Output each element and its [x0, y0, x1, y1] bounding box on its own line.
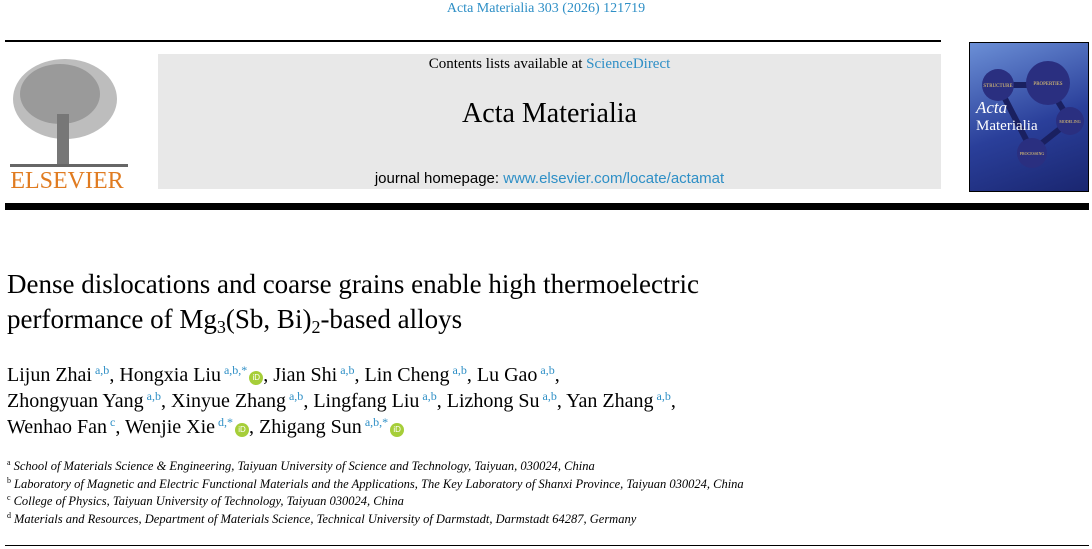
author-separator: , [303, 390, 314, 412]
homepage-line: journal homepage: www.elsevier.com/locat… [158, 170, 941, 187]
author-name[interactable]: Lu Gao [476, 364, 538, 386]
affiliation: a School of Materials Science & Engineeri… [7, 458, 744, 476]
cover-node-label: MODELING [1059, 119, 1080, 124]
author-name[interactable]: Wenhao Fan [7, 416, 108, 438]
cover-title: Materialia [976, 118, 1038, 134]
header-bar [5, 203, 1089, 210]
affiliation-marker[interactable]: a,b,* [223, 363, 248, 377]
title-text: -based alloys [320, 304, 463, 334]
author[interactable]: Jian Shi a,b, [273, 364, 364, 386]
affiliation-text: Materials and Resources, Department of M… [14, 511, 637, 526]
contents-line: Contents lists available at ScienceDirec… [158, 56, 941, 73]
affiliation-marker[interactable]: a,b [94, 363, 110, 377]
author-separator: , [354, 364, 365, 386]
author[interactable]: Lu Gao a,b, [477, 364, 560, 386]
author-name[interactable]: Lin Cheng [364, 364, 450, 386]
affiliation: c College of Physics, Taiyuan University … [7, 493, 744, 511]
author-name[interactable]: Zhongyuan Yang [7, 390, 144, 412]
author-separator: , [249, 416, 260, 438]
author[interactable]: Wenjie Xie d,*iD, [125, 416, 259, 438]
author-name[interactable]: Lijun Zhai [7, 364, 92, 386]
affiliation-key: d [7, 510, 11, 520]
homepage-prefix: journal homepage: [374, 170, 504, 187]
orcid-icon[interactable]: iD [390, 423, 405, 437]
title-line-2: performance of Mg3(Sb, Bi)2-based alloys [7, 302, 699, 337]
author-separator: , [556, 390, 567, 412]
author-name[interactable]: Jian Shi [273, 364, 338, 386]
affiliation-marker[interactable]: a,b [452, 363, 467, 377]
affiliation-marker[interactable]: a,b [422, 389, 437, 403]
title-text: (Sb, Bi) [225, 304, 312, 334]
journal-banner: Contents lists available at ScienceDirec… [158, 54, 941, 189]
journal-reference[interactable]: Acta Materialia 303 (2026) 121719 [446, 1, 646, 16]
affiliation: b Laboratory of Magnetic and Electric Fun… [7, 476, 744, 494]
author-separator: , [436, 390, 447, 412]
article-title: Dense dislocations and coarse grains ena… [7, 267, 699, 337]
author-separator: , [161, 390, 171, 412]
author-separator: , [109, 364, 120, 386]
affiliation-list: a School of Materials Science & Engineeri… [7, 458, 744, 528]
author-name[interactable]: Wenjie Xie [125, 416, 216, 438]
contents-prefix: Contents lists available at [428, 56, 587, 72]
affiliation-marker[interactable]: c [110, 415, 116, 429]
title-subscript: 3 [216, 317, 226, 337]
cover-node-label: PROPERTIES [1033, 82, 1062, 87]
author-name[interactable]: Hongxia Liu [119, 364, 221, 386]
affiliation-marker[interactable]: a,b [542, 389, 557, 403]
author-separator: , [466, 364, 477, 386]
author-separator: , [670, 390, 676, 412]
affiliation-key: c [7, 493, 11, 502]
affiliation-marker[interactable]: a,b,* [364, 415, 389, 429]
elsevier-wordmark: ELSEVIER [10, 168, 123, 192]
elsevier-logo[interactable]: ELSEVIER [5, 54, 129, 194]
orcid-icon[interactable]: iD [235, 423, 250, 437]
author[interactable]: Yan Zhang a,b, [566, 390, 676, 412]
affiliation-marker[interactable]: d,* [218, 415, 234, 429]
affiliation-key: a [7, 458, 11, 467]
affiliation-marker[interactable]: a,b [656, 389, 671, 403]
cover-image: STRUCTURE PROPERTIES MODELING PROCESSING… [975, 61, 1084, 168]
author-name[interactable]: Lizhong Su [446, 390, 540, 412]
orcid-icon[interactable]: iD [249, 371, 264, 385]
author-name[interactable]: Yan Zhang [566, 390, 654, 412]
affiliation-text: School of Materials Science & Engineerin… [13, 459, 595, 473]
author[interactable]: Zhigang Sun a,b,*iD [259, 415, 405, 438]
affiliation-marker[interactable]: a,b [340, 363, 355, 377]
journal-title: Acta Materialia [462, 98, 637, 129]
author-name[interactable]: Xinyue Zhang [171, 390, 286, 412]
author-separator: , [115, 416, 125, 438]
affiliation: d Materials and Resources, Department of … [7, 511, 744, 529]
author[interactable]: Zhongyuan Yang a,b, [7, 390, 171, 412]
journal-cover[interactable]: STRUCTURE PROPERTIES MODELING PROCESSING… [969, 42, 1089, 192]
title-subscript: 2 [311, 317, 321, 337]
affiliation-marker[interactable]: a,b [146, 389, 161, 403]
author[interactable]: Lizhong Su a,b, [447, 390, 566, 412]
affiliation-marker[interactable]: a,b [540, 363, 555, 377]
cover-title: Acta [975, 98, 1007, 117]
affiliation-text: Laboratory of Magnetic and Electric Func… [14, 476, 744, 491]
author-separator: , [554, 364, 560, 386]
author[interactable]: Hongxia Liu a,b,*iD, [119, 364, 273, 386]
title-line-1: Dense dislocations and coarse grains ena… [7, 269, 699, 299]
affiliation-marker[interactable]: a,b [288, 389, 304, 403]
author-list: Lijun Zhai a,b, Hongxia Liu a,b,*iD, Jian … [7, 362, 907, 440]
author-name[interactable]: Zhigang Sun [259, 416, 362, 438]
section-divider [5, 545, 1089, 546]
author[interactable]: Lijun Zhai a,b, [7, 364, 119, 386]
author[interactable]: Wenhao Fan c, [7, 416, 125, 438]
author[interactable]: Lin Cheng a,b, [365, 364, 477, 386]
author-separator: , [263, 364, 274, 386]
homepage-link[interactable]: www.elsevier.com/locate/actamat [503, 170, 725, 187]
affiliation-key: b [7, 475, 11, 485]
author[interactable]: Lingfang Liu a,b, [313, 390, 446, 412]
elsevier-tree-icon: ELSEVIER [10, 59, 128, 194]
cover-node-label: PROCESSING [1020, 151, 1045, 156]
sciencedirect-link[interactable]: ScienceDirect [586, 56, 671, 72]
header-divider [5, 40, 941, 42]
title-text: performance of Mg [7, 304, 217, 334]
author[interactable]: Xinyue Zhang a,b, [171, 390, 313, 412]
affiliation-text: College of Physics, Taiyuan University o… [13, 494, 404, 508]
author-name[interactable]: Lingfang Liu [313, 390, 420, 412]
cover-node-label: STRUCTURE [983, 84, 1012, 89]
